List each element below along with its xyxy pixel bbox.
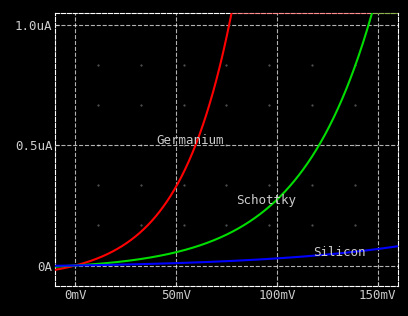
- Text: Silicon: Silicon: [313, 246, 366, 259]
- Text: Germanium: Germanium: [156, 134, 224, 147]
- Text: Schottky: Schottky: [237, 194, 297, 207]
